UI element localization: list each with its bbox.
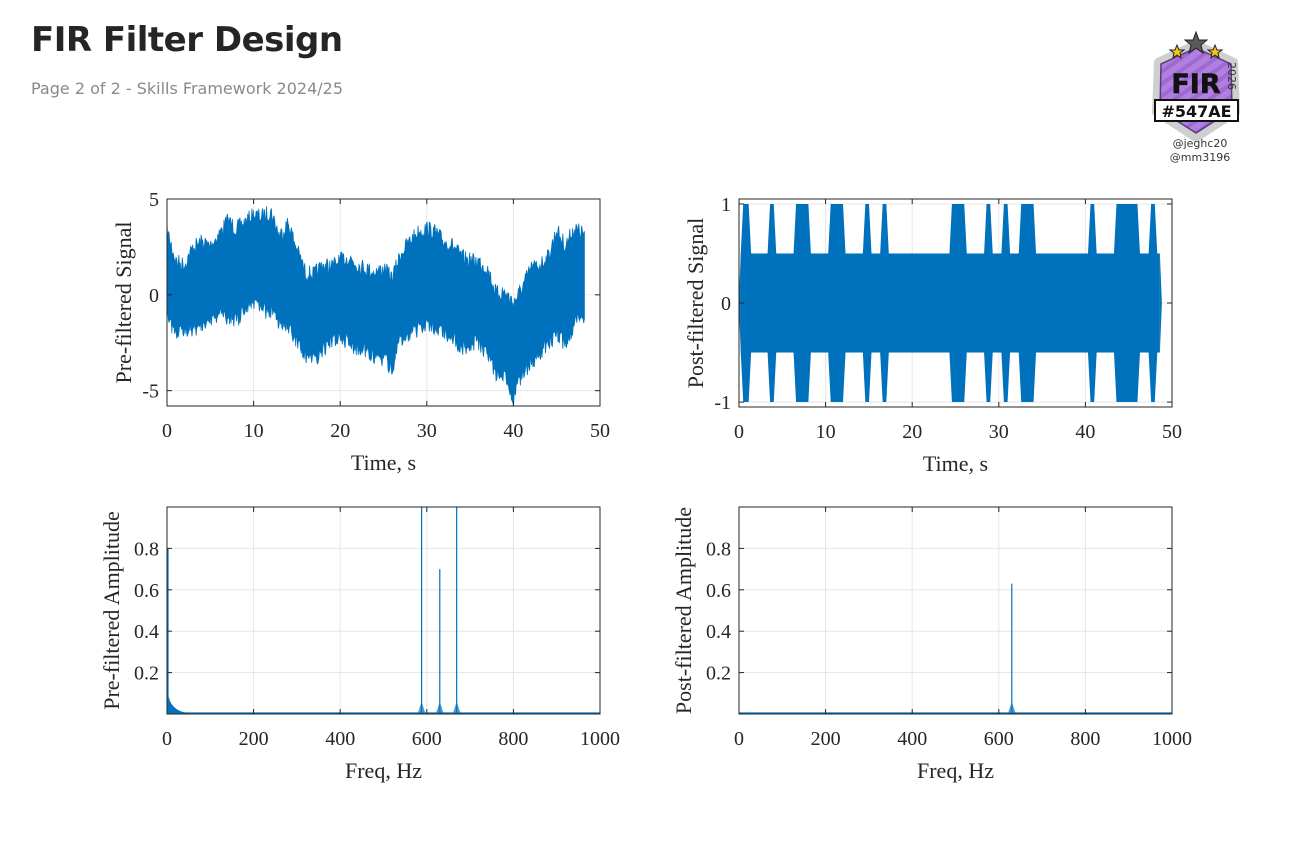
x-tick-label: 800 — [1070, 728, 1100, 750]
page-subtitle: Page 2 of 2 - Skills Framework 2024/25 — [31, 79, 344, 98]
axes-box — [166, 198, 601, 407]
x-tick-label: 20 — [902, 421, 922, 443]
handle-2: @mm3196 — [1169, 151, 1231, 164]
spectrum-spike-base — [1007, 701, 1016, 714]
signal-high-segment — [793, 203, 811, 403]
y-axis-label: Pre-filtered Signal — [111, 222, 136, 384]
star-gray-icon — [1183, 30, 1209, 55]
axes-box — [166, 506, 601, 715]
x-tick-label: 30 — [989, 421, 1009, 443]
x-tick-label: 1000 — [580, 728, 620, 750]
axes-box — [738, 506, 1173, 715]
y-tick-label: 0.8 — [134, 538, 159, 560]
chart-post-filtered-amplitude: 0 200 400 600 800 1000 0.2 0.4 0.6 0.8 Freq, Hz Pos… — [671, 506, 1192, 783]
x-tick-label: 600 — [984, 728, 1014, 750]
x-tick-label: 200 — [239, 728, 269, 750]
x-axis-label: Freq, Hz — [917, 758, 994, 783]
signal-high-segment — [1087, 203, 1097, 403]
spectrum-spike-base — [417, 701, 426, 714]
x-tick-label: 50 — [590, 420, 610, 442]
badge-label: FIR — [1171, 69, 1220, 100]
y-tick-label: 0.6 — [134, 580, 159, 602]
signal-high-segment — [949, 203, 967, 403]
signal-high-segment — [1148, 203, 1158, 403]
x-axis-label: Time, s — [351, 450, 416, 475]
signal-high-segment — [1018, 203, 1037, 403]
x-tick-label: 1000 — [1152, 728, 1192, 750]
y-axis-label: Post-filtered Signal — [683, 218, 708, 388]
signal-high-segment — [984, 203, 993, 403]
x-tick-label: 0 — [734, 421, 744, 443]
x-tick-label: 200 — [811, 728, 841, 750]
page-title: FIR Filter Design — [31, 20, 343, 60]
x-tick-label: 800 — [498, 728, 528, 750]
y-tick-label: 0.8 — [706, 538, 731, 560]
x-tick-label: 400 — [325, 728, 355, 750]
y-tick-label: 1 — [721, 194, 731, 216]
signal-high-segment — [828, 203, 846, 403]
star-gold-left-icon — [1168, 43, 1186, 60]
x-axis-label: Freq, Hz — [345, 758, 422, 783]
signal-high-segment — [767, 203, 777, 403]
y-tick-label: -1 — [714, 392, 731, 414]
y-tick-label: 0.6 — [706, 580, 731, 602]
x-tick-label: 10 — [244, 420, 264, 442]
x-tick-label: 40 — [503, 420, 523, 442]
y-tick-label: 0.4 — [706, 621, 731, 643]
spectrum-spike-base — [452, 701, 461, 714]
signal-high-segment — [1001, 203, 1011, 403]
x-tick-label: 20 — [330, 420, 350, 442]
x-tick-label: 50 — [1162, 421, 1182, 443]
y-tick-label: -5 — [142, 381, 159, 403]
spectrum-spike-base — [435, 701, 444, 714]
y-tick-label: 0.4 — [134, 621, 159, 643]
x-tick-label: 0 — [162, 420, 172, 442]
signal-high-segment — [880, 203, 889, 403]
y-tick-label: 5 — [149, 189, 159, 211]
x-tick-label: 0 — [162, 728, 172, 750]
chart-pre-filtered-amplitude: 0 200 400 600 800 1000 0.2 0.4 0.6 0.8 Freq, Hz Pre… — [99, 506, 620, 783]
star-gold-right-icon — [1206, 43, 1224, 60]
y-axis-label: Pre-filtered Amplitude — [99, 511, 124, 710]
y-axis-label: Post-filtered Amplitude — [671, 507, 696, 714]
badge-code: #547AE — [1161, 102, 1231, 121]
x-tick-label: 600 — [412, 728, 442, 750]
y-tick-label: 0.2 — [134, 663, 159, 685]
x-tick-label: 0 — [734, 728, 744, 750]
fir-badge-icon: FIR #547AE — [1152, 30, 1240, 142]
badge-handles: @jeghc20 @mm3196 — [1140, 137, 1260, 165]
spectrum-dc-decay — [168, 693, 188, 713]
signal-end-taper — [1159, 253, 1162, 353]
handle-1: @jeghc20 — [1172, 137, 1228, 150]
y-tick-label: 0 — [721, 293, 731, 315]
y-tick-label: 0.2 — [706, 663, 731, 685]
signal-envelope — [166, 206, 585, 406]
y-tick-label: 0 — [149, 285, 159, 307]
signal-high-segment — [740, 203, 752, 403]
x-tick-label: 30 — [417, 420, 437, 442]
x-tick-label: 40 — [1075, 421, 1095, 443]
x-tick-label: 10 — [816, 421, 836, 443]
signal-high-segment — [1113, 203, 1140, 403]
x-tick-label: 400 — [897, 728, 927, 750]
signal-high-segment — [862, 203, 872, 403]
x-axis-label: Time, s — [923, 451, 988, 476]
